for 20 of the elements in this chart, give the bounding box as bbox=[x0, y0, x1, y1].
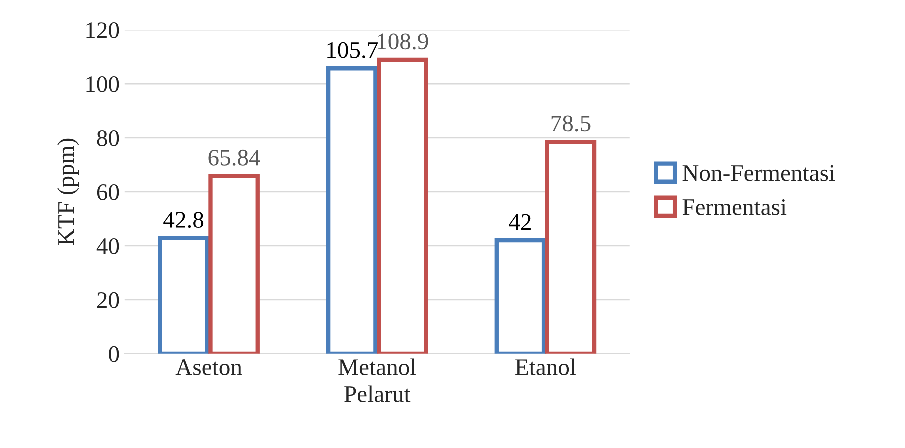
legend-label: Fermentasi bbox=[682, 199, 787, 216]
data-label: 42.8 bbox=[164, 212, 204, 228]
data-label: 65.84 bbox=[208, 150, 260, 166]
data-label: 105.7 bbox=[328, 42, 378, 58]
y-tick-label: 100 bbox=[86, 76, 120, 92]
x-tick-label: Aseton bbox=[176, 360, 242, 376]
data-label: 78.5 bbox=[552, 116, 591, 132]
y-tick-label: 60 bbox=[97, 184, 120, 200]
x-axis-title: Pelarut bbox=[344, 386, 411, 402]
y-axis-title: KTF (ppm) bbox=[58, 138, 80, 246]
data-label: 108.9 bbox=[378, 34, 428, 50]
y-tick-label: 20 bbox=[97, 292, 120, 308]
y-tick-label: 40 bbox=[96, 238, 120, 254]
x-tick-label: Metanol bbox=[338, 358, 416, 376]
data-label: 42 bbox=[509, 214, 531, 230]
x-tick-label: Etanol bbox=[516, 358, 576, 376]
y-tick-label: 120 bbox=[86, 22, 120, 38]
y-tick-label: 0 bbox=[109, 346, 120, 362]
y-tick-label: 80 bbox=[97, 130, 120, 146]
legend-label: Non-Fermentasi bbox=[682, 165, 836, 182]
